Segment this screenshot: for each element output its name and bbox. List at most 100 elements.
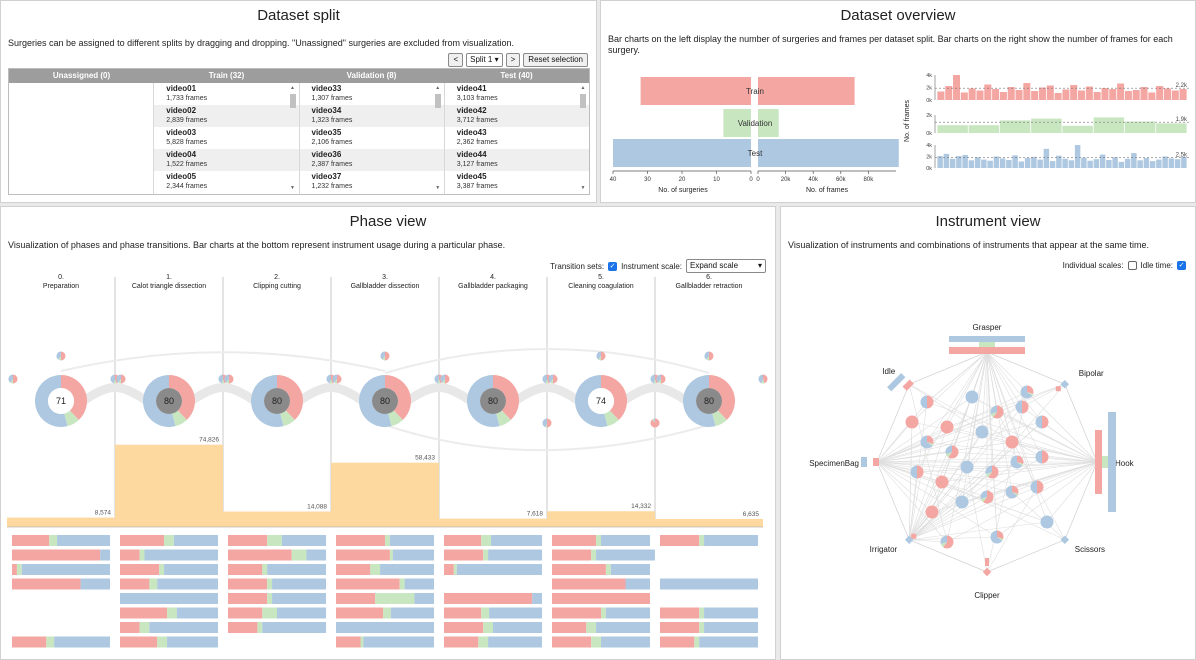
phase-donut-center[interactable] [48,388,74,414]
video-item[interactable]: video05 2,344 frames [154,171,298,193]
video-item[interactable]: video01 1,733 frames [154,83,298,105]
combination-pie[interactable] [983,490,994,504]
combination-pie[interactable] [985,465,993,475]
prev-split-button[interactable]: < [448,53,464,67]
video-item[interactable]: video44 3,127 frames [444,149,589,171]
scrollbar-thumb[interactable] [580,94,586,108]
combination-pie[interactable] [997,537,1004,541]
combination-pie[interactable] [943,535,954,549]
combination-pie[interactable] [1035,415,1043,429]
video-name: video01 [166,84,197,93]
combination-pie[interactable] [1012,492,1019,496]
reset-selection-button[interactable]: Reset selection [523,53,588,67]
scrollbar-thumb[interactable] [289,94,296,108]
scroll-up-icon[interactable]: ▲ [290,85,295,91]
combination-pie[interactable] [1015,400,1023,414]
combination-pie[interactable] [940,535,948,545]
phase-donut-center[interactable] [372,388,398,414]
scrollbar[interactable]: ▲ ▼ [289,85,297,191]
per-surgery-bar [937,91,945,100]
combination-pie[interactable] [948,445,959,459]
combination-pie[interactable] [1012,485,1019,495]
transition-sets-checkbox[interactable]: ✓ [608,261,618,271]
combination-pie[interactable] [1042,415,1049,429]
combination-pie[interactable] [1030,480,1038,494]
video-item[interactable]: video35 2,106 frames [300,127,444,149]
video-item[interactable]: video33 1,307 frames [300,83,444,105]
combination-pie[interactable] [980,490,988,500]
scroll-up-icon[interactable]: ▲ [435,85,441,91]
video-item[interactable]: video37 1,232 frames [300,171,444,193]
combination-pie[interactable] [945,452,952,458]
combination-pie[interactable] [927,395,934,409]
individual-scales-checkbox[interactable] [1127,261,1137,270]
scroll-down-icon[interactable]: ▼ [290,185,295,191]
combination-pie[interactable] [993,405,1004,419]
transition-pie [229,374,234,384]
video-item[interactable]: video45 3,387 frames [445,171,589,193]
combination-pie[interactable] [980,497,987,503]
combination-pie[interactable] [927,435,934,445]
per-surgery-bar [1085,86,1093,100]
phase-donut-center[interactable] [156,388,182,414]
combination-pie[interactable] [985,472,992,478]
split-select[interactable]: Split 1 ▾ [466,53,503,67]
instrument-usage-bar [80,578,110,590]
combination-pie[interactable] [945,445,953,455]
combination-edge [991,461,1098,473]
instrument-scale-select[interactable]: Expand scale ▾ [686,259,766,273]
combination-pie[interactable] [920,435,933,449]
combination-edge [876,461,968,468]
phase-donut-segment [601,375,628,420]
combination-pie[interactable] [1017,462,1024,466]
combination-pie[interactable] [990,405,998,415]
combination-pie[interactable] [1005,485,1018,499]
combination-pie[interactable] [1035,450,1043,464]
next-split-button[interactable]: > [505,53,521,67]
combination-pie[interactable] [1020,385,1033,399]
video-item[interactable]: video02 2,839 frames [154,105,299,127]
combination-pie[interactable] [940,542,947,548]
combination-pie[interactable] [1017,455,1024,465]
scroll-down-icon[interactable]: ▼ [435,185,441,191]
video-item[interactable]: video42 3,712 frames [444,105,589,127]
combination-pie[interactable] [1037,480,1044,494]
combination-pie[interactable] [1010,455,1023,469]
phase-donut-center[interactable] [696,388,722,414]
scroll-down-icon[interactable]: ▼ [580,185,586,191]
scrollbar[interactable]: ▲ ▼ [434,85,442,191]
video-item[interactable]: video36 2,387 frames [299,149,444,171]
idle-time-checkbox[interactable]: ✓ [1177,261,1186,270]
per-surgery-bar [993,156,1000,168]
per-surgery-bar [1012,155,1018,168]
combination-pie[interactable] [1022,400,1029,414]
scrollbar-thumb[interactable] [434,94,441,108]
transition-pie [545,379,549,384]
combination-pie[interactable] [997,530,1004,540]
combination-pie[interactable] [917,465,924,479]
phase-donut-center[interactable] [588,388,614,414]
hook-bar [1095,430,1102,494]
idle-bar [887,373,906,392]
combination-pie[interactable] [1042,450,1049,464]
combination-pie[interactable] [1027,385,1034,395]
scroll-up-icon[interactable]: ▲ [580,85,586,91]
transition-pie [542,374,547,384]
combination-pie[interactable] [990,530,1003,544]
video-item[interactable]: video34 1,323 frames [299,105,444,127]
combination-pie[interactable] [988,465,999,479]
combination-pie[interactable] [920,395,928,409]
video-item[interactable]: video03 5,828 frames [154,127,298,149]
video-item[interactable]: video43 2,362 frames [445,127,589,149]
video-item[interactable]: video41 3,103 frames [445,83,589,105]
combination-pie[interactable] [990,412,997,418]
combination-pie[interactable] [927,442,934,446]
video-name: video36 [311,150,342,159]
phase-frames-bar [331,462,439,527]
phase-donut-center[interactable] [480,388,506,414]
combination-pie[interactable] [1027,392,1034,396]
video-item[interactable]: video04 1,522 frames [154,149,299,171]
combination-pie[interactable] [910,465,918,479]
scrollbar[interactable]: ▲ ▼ [579,85,587,191]
phase-donut-center[interactable] [264,388,290,414]
